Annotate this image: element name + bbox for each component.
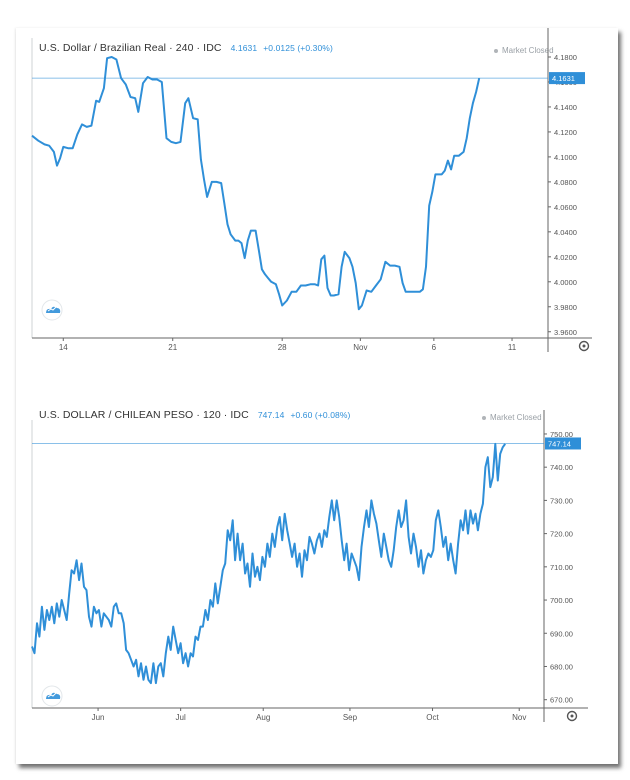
x-tick-label: 14 (59, 343, 68, 352)
price-change-label: +0.60 (+0.08%) (290, 410, 351, 420)
x-tick-label: Jul (176, 713, 186, 722)
last-price-box (545, 437, 581, 450)
x-tick-label: 6 (432, 343, 437, 352)
y-tick-label: 4.1400 (554, 103, 577, 112)
chart-canvas[interactable]: 750.00 740.00 730.00 720.00 710.00 700.00 690.… (16, 394, 618, 724)
y-tick-label: 4.0200 (554, 253, 577, 262)
x-tick-label: Nov (353, 343, 367, 352)
chart-usd-clp[interactable]: U.S. DOLLAR / CHILEAN PESO · 120 · IDC 7… (16, 394, 618, 724)
x-tick-label: 21 (168, 343, 177, 352)
chart-usd-brl[interactable]: U.S. Dollar / Brazilian Real · 240 · IDC… (16, 28, 618, 364)
last-price-label: 747.14 (257, 410, 285, 420)
y-tick-label: 4.1200 (554, 128, 577, 137)
x-tick-label: Oct (426, 713, 439, 722)
y-tick-label: 3.9800 (554, 303, 577, 312)
chart-title: U.S. DOLLAR / CHILEAN PESO · 120 · IDC 7… (39, 409, 350, 421)
gear-icon[interactable] (566, 710, 578, 722)
chart-title: U.S. Dollar / Brazilian Real · 240 · IDC… (39, 42, 333, 54)
y-tick-label: 710.00 (550, 563, 573, 572)
y-tick-label: 4.0000 (554, 278, 577, 287)
y-tick-label: 680.00 (550, 662, 573, 671)
last-price-box-label: 747.14 (548, 439, 571, 448)
x-tick-label: Aug (256, 713, 270, 722)
status-dot-icon (494, 48, 498, 53)
y-tick-label: 700.00 (550, 596, 573, 605)
y-tick-label: 670.00 (550, 696, 573, 705)
y-tick-label: 720.00 (550, 530, 573, 539)
market-status: Market Closed (494, 46, 554, 55)
last-price-box (549, 72, 585, 85)
x-tick-label: Sep (343, 713, 358, 722)
chart-canvas[interactable]: 4.18004.16004.14004.12004.10004.08004.06… (16, 28, 618, 364)
y-tick-label: 3.9600 (554, 328, 577, 337)
y-tick-label: 4.1000 (554, 153, 577, 162)
y-tick-label: 4.1800 (554, 53, 577, 62)
price-series-line (31, 442, 507, 685)
cloud-logo-icon[interactable] (41, 685, 63, 707)
y-tick-label: 750.00 (550, 430, 573, 439)
cloud-logo-icon[interactable] (41, 299, 63, 321)
screenshot-frame: U.S. Dollar / Brazilian Real · 240 · IDC… (16, 28, 618, 764)
y-tick-label: 730.00 (550, 496, 573, 505)
price-change-label: +0.0125 (+0.30%) (263, 43, 333, 53)
y-tick-label: 690.00 (550, 629, 573, 638)
x-tick-label: 28 (278, 343, 287, 352)
market-status-text: Market Closed (502, 46, 554, 55)
y-tick-label: 4.0600 (554, 203, 577, 212)
market-status-text: Market Closed (490, 413, 542, 422)
status-dot-icon (482, 415, 486, 420)
x-tick-label: Jun (92, 713, 105, 722)
market-status: Market Closed (482, 413, 542, 422)
x-tick-label: Nov (512, 713, 526, 722)
gear-icon[interactable] (578, 340, 590, 352)
y-tick-label: 4.0800 (554, 178, 577, 187)
chart-title-text: U.S. DOLLAR / CHILEAN PESO · 120 · IDC (39, 409, 249, 421)
last-price-label: 4.1631 (230, 43, 258, 53)
last-price-box-label: 4.1631 (552, 74, 575, 83)
chart-title-text: U.S. Dollar / Brazilian Real · 240 · IDC (39, 42, 222, 54)
y-tick-label: 740.00 (550, 463, 573, 472)
x-tick-label: 11 (508, 343, 517, 352)
price-series-line (31, 56, 481, 311)
y-tick-label: 4.0400 (554, 228, 577, 237)
